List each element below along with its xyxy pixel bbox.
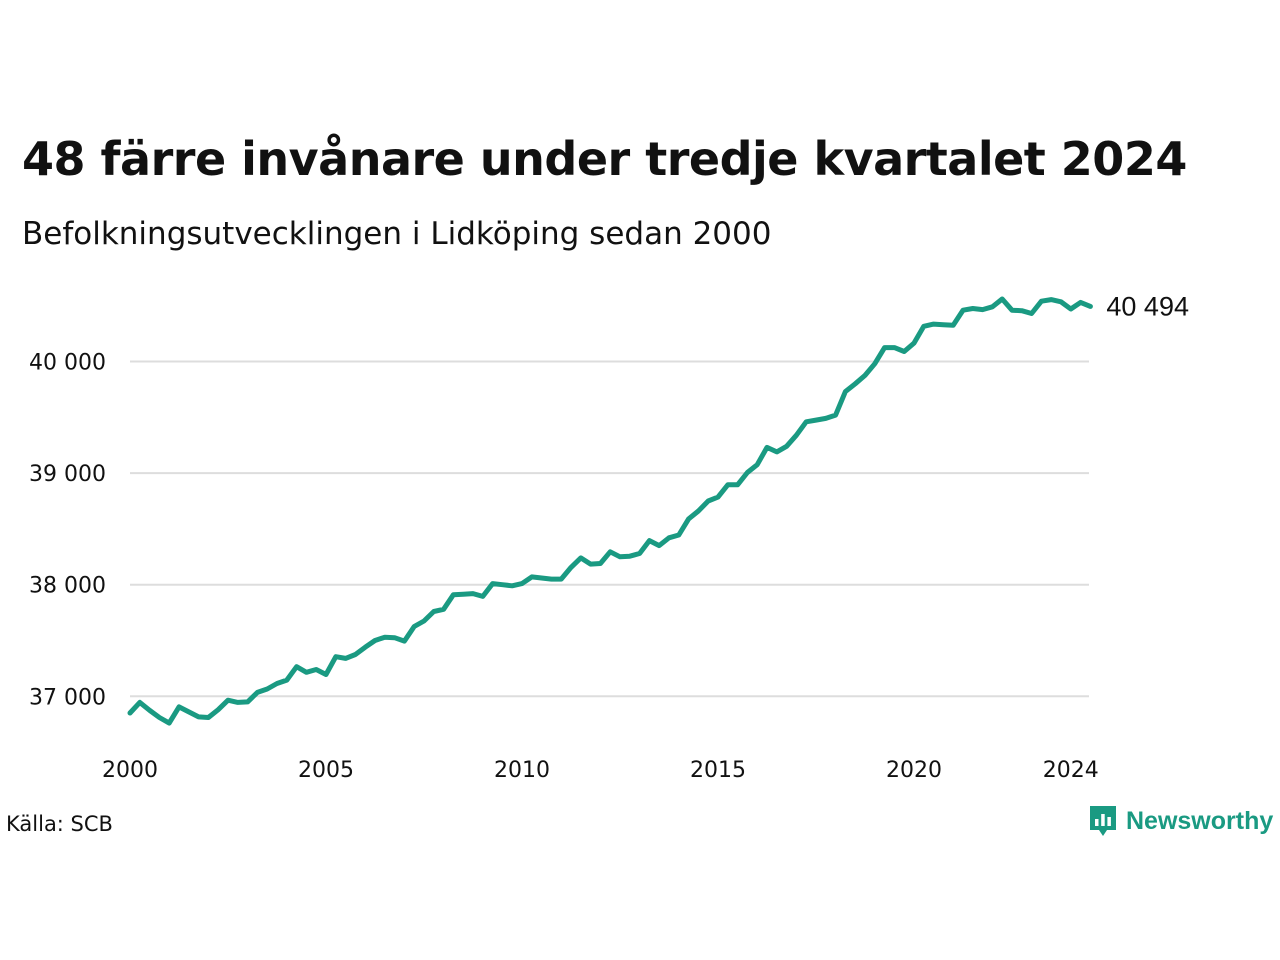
x-tick-label: 2005 — [298, 758, 354, 783]
series-lines — [127, 296, 1093, 726]
newsworthy-logo: Newsworthy — [1088, 804, 1273, 838]
chart-subtitle: Befolkningsutvecklingen i Lidköping seda… — [22, 216, 772, 252]
population-line — [127, 296, 1093, 726]
y-tick-label: 37 000 — [29, 685, 106, 710]
x-tick-label: 2015 — [690, 758, 746, 783]
x-axis-tick-labels: 2000 2005 2010 2015 2020 2024 — [102, 758, 1099, 783]
y-axis-tick-labels: 37 000 38 000 39 000 40 000 — [29, 351, 106, 711]
y-tick-label: 40 000 — [29, 351, 106, 376]
end-labels: 40 494 — [1106, 291, 1189, 321]
y-tick-label: 38 000 — [29, 574, 106, 599]
x-tick-label: 2000 — [102, 758, 158, 783]
x-tick-label: 2024 — [1043, 758, 1099, 783]
source-note: Källa: SCB — [6, 812, 113, 836]
x-tick-label: 2020 — [886, 758, 942, 783]
newsworthy-logo-icon — [1090, 806, 1116, 836]
brand-name: Newsworthy — [1126, 806, 1274, 835]
end-value-label: 40 494 — [1106, 291, 1189, 321]
grid-lines — [130, 360, 1089, 698]
x-tick-label: 2010 — [494, 758, 550, 783]
chart-title: 48 färre invånare under tredje kvartalet… — [22, 132, 1187, 186]
y-tick-label: 39 000 — [29, 462, 106, 487]
